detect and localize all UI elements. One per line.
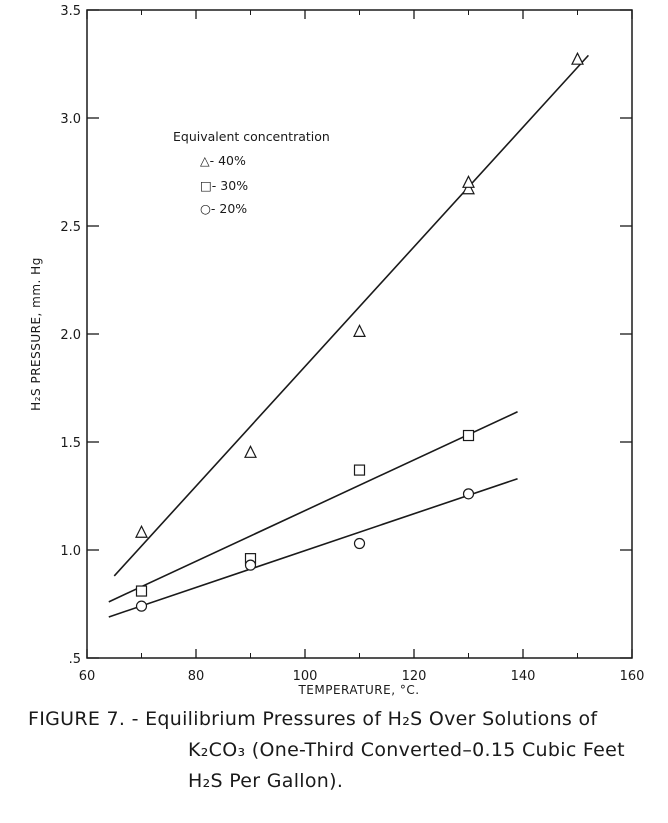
y-tick-label: .5 bbox=[69, 652, 81, 667]
axis-ticks bbox=[86, 9, 633, 659]
x-tick-label: 100 bbox=[293, 669, 318, 684]
fit-line-square bbox=[108, 411, 518, 603]
legend: Equivalent concentration △- 40% □- 30% ○… bbox=[173, 129, 330, 216]
x-axis-title: TEMPERATURE, °C. bbox=[297, 683, 419, 697]
data-point-circle bbox=[244, 559, 257, 571]
data-point-circle bbox=[462, 488, 475, 500]
data-point-square bbox=[353, 464, 366, 476]
x-tick-label: 140 bbox=[511, 669, 536, 684]
x-tick-label: 80 bbox=[188, 669, 205, 684]
legend-title: Equivalent concentration bbox=[173, 129, 330, 144]
y-tick-label: 1.0 bbox=[60, 544, 81, 559]
data-markers bbox=[135, 51, 584, 612]
caption-line-1: FIGURE 7. - Equilibrium Pressures of H₂S… bbox=[28, 708, 598, 730]
legend-entry-20: ○- 20% bbox=[200, 201, 247, 216]
fit-line-triangle bbox=[113, 54, 589, 577]
data-point-square bbox=[135, 585, 148, 597]
data-point-triangle bbox=[244, 444, 257, 458]
data-point-square bbox=[462, 429, 475, 442]
chart: 60 80 100 120 140 160 .5 1.0 1.5 2.0 2.5 3.0 3.5 TEM… bbox=[29, 4, 644, 697]
y-axis-title: H₂S PRESSURE, mm. Hg bbox=[29, 257, 43, 411]
legend-entry-30: □- 30% bbox=[200, 178, 248, 193]
y-tick-label: 2.5 bbox=[60, 220, 81, 235]
data-point-triangle bbox=[462, 181, 475, 195]
caption-line-3: H₂S Per Gallon). bbox=[188, 770, 344, 792]
data-point-triangle bbox=[462, 174, 475, 188]
data-point-circle bbox=[135, 600, 148, 612]
y-tick-label: 1.5 bbox=[60, 436, 81, 451]
data-point-circle bbox=[353, 537, 366, 550]
x-tick-label: 60 bbox=[79, 669, 96, 684]
y-tick-label: 2.0 bbox=[60, 328, 81, 343]
fit-line-circle bbox=[108, 477, 518, 618]
legend-entry-40: △- 40% bbox=[200, 153, 246, 168]
tick-labels: 60 80 100 120 140 160 .5 1.0 1.5 2.0 2.5 3.0 3.5 bbox=[60, 4, 644, 684]
x-tick-label: 160 bbox=[620, 669, 645, 684]
data-point-triangle bbox=[135, 524, 148, 538]
y-tick-label: 3.5 bbox=[60, 4, 81, 19]
data-point-triangle bbox=[571, 51, 584, 65]
caption-line-2: K₂CO₃ (One-Third Converted–0.15 Cubic Fe… bbox=[188, 739, 625, 761]
data-point-triangle bbox=[353, 323, 366, 337]
fit-lines bbox=[108, 54, 589, 618]
figure-caption: FIGURE 7. - Equilibrium Pressures of H₂S… bbox=[28, 704, 664, 797]
y-tick-label: 3.0 bbox=[60, 112, 81, 127]
x-tick-label: 120 bbox=[402, 669, 427, 684]
